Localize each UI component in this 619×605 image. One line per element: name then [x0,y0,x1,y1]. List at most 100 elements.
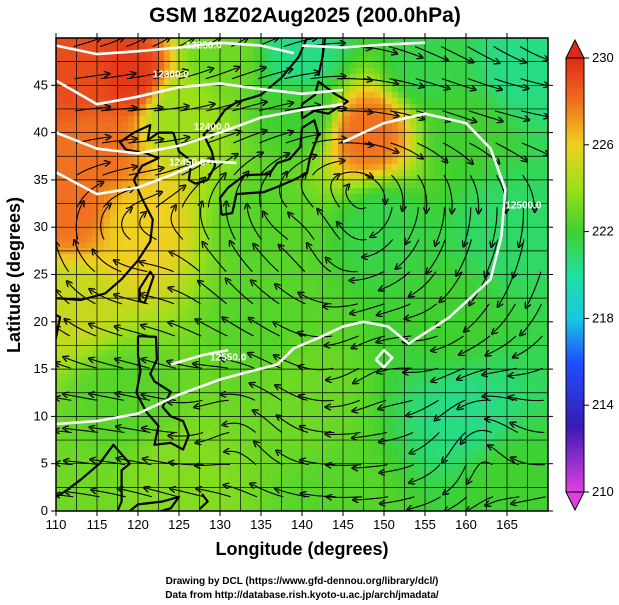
field-cell [332,122,339,129]
field-cell [272,254,279,261]
field-cell [326,338,333,345]
field-cell [164,332,171,339]
field-cell [236,86,243,93]
field-cell [194,332,201,339]
field-cell [386,374,393,381]
field-cell [302,320,309,327]
field-cell [248,38,255,45]
field-cell [494,80,501,87]
field-cell [314,356,321,363]
field-cell [374,344,381,351]
field-cell [146,344,153,351]
field-cell [206,50,213,57]
field-cell [164,218,171,225]
field-cell [194,50,201,57]
field-cell [464,86,471,93]
field-cell [158,314,165,321]
field-cell [488,128,495,135]
field-cell [380,164,387,171]
field-cell [98,260,105,267]
field-cell [320,350,327,357]
field-cell [170,92,177,99]
field-cell [308,350,315,357]
field-cell [374,326,381,333]
field-cell [134,56,141,63]
field-cell [272,176,279,183]
field-cell [500,362,507,369]
field-cell [236,188,243,195]
field-cell [488,278,495,285]
field-cell [476,206,483,213]
field-cell [212,248,219,255]
field-cell [260,80,267,87]
field-cell [242,80,249,87]
field-cell [266,140,273,147]
field-cell [236,128,243,135]
field-cell [398,368,405,375]
field-cell [518,80,525,87]
field-cell [362,392,369,399]
field-cell [542,254,548,261]
field-cell [152,74,159,81]
field-cell [290,182,297,189]
field-cell [98,164,105,171]
field-cell [428,140,435,147]
field-cell [464,266,471,273]
field-cell [146,242,153,249]
field-cell [182,314,189,321]
field-cell [482,218,489,225]
field-cell [500,380,507,387]
field-cell [236,164,243,171]
field-cell [404,266,411,273]
field-cell [134,332,141,339]
field-cell [452,230,459,237]
field-cell [404,194,411,201]
field-cell [62,98,69,105]
field-cell [512,380,519,387]
field-cell [542,182,548,189]
field-cell [122,236,129,243]
field-cell [158,140,165,147]
field-cell [116,80,123,87]
field-cell [320,260,327,267]
field-cell [536,74,543,81]
field-cell [104,350,111,357]
field-cell [446,38,453,45]
field-cell [200,266,207,273]
field-cell [182,242,189,249]
field-cell [110,212,117,219]
field-cell [482,260,489,267]
field-cell [386,284,393,291]
field-cell [146,116,153,123]
field-cell [392,296,399,303]
field-cell [62,332,69,339]
field-cell [428,104,435,111]
field-cell [512,392,519,399]
field-cell [458,80,465,87]
field-cell [98,86,105,93]
field-cell [404,248,411,255]
field-cell [344,320,351,327]
field-cell [500,38,507,45]
field-cell [212,86,219,93]
field-cell [62,326,69,333]
field-cell [86,374,93,381]
field-cell [92,158,99,165]
field-cell [212,368,219,375]
field-cell [62,272,69,279]
field-cell [242,266,249,273]
field-cell [74,350,81,357]
field-cell [320,68,327,75]
field-cell [110,86,117,93]
field-cell [74,110,81,117]
field-cell [218,386,225,393]
field-cell [302,374,309,381]
field-cell [446,98,453,105]
field-cell [500,56,507,63]
field-cell [230,254,237,261]
field-cell [542,260,548,267]
field-cell [230,380,237,387]
field-cell [500,296,507,303]
field-cell [164,98,171,105]
field-cell [290,194,297,201]
